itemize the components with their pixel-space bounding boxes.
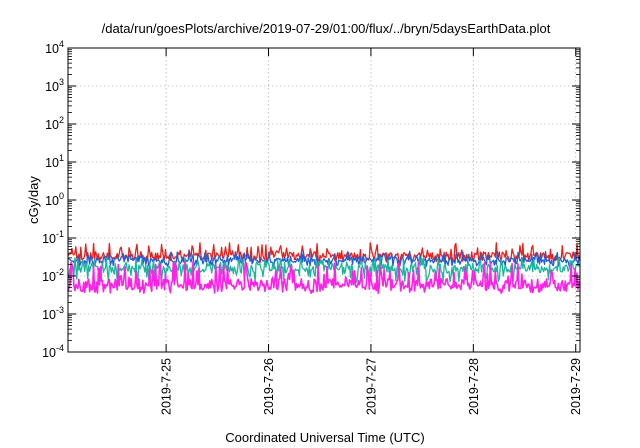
chart-title: /data/run/goesPlots/archive/2019-07-29/0… bbox=[102, 21, 551, 36]
series-line-1 bbox=[67, 242, 581, 264]
y-tick-label: 101 bbox=[45, 153, 64, 170]
y-tick-label: 10-3 bbox=[42, 305, 64, 322]
y-tick-label: 100 bbox=[45, 191, 64, 208]
x-tick-label: 2019-7-29 bbox=[569, 358, 583, 415]
y-axis-label: cGy/day bbox=[26, 176, 41, 224]
y-tick-label: 10-1 bbox=[42, 229, 64, 246]
y-tick-label: 103 bbox=[45, 77, 64, 94]
x-tick-label: 2019-7-25 bbox=[160, 358, 174, 415]
y-tick-label: 10-2 bbox=[42, 267, 64, 284]
x-tick-label: 2019-7-26 bbox=[262, 358, 276, 415]
y-tick-label: 102 bbox=[45, 115, 64, 132]
y-tick-label: 10-4 bbox=[42, 343, 64, 360]
series-layer bbox=[67, 242, 581, 295]
y-tick-labels: 10-4 10-3 10-2 10-1 100 101 102 103 104 bbox=[42, 39, 64, 360]
x-tick-labels: 2019-7-25 2019-7-26 2019-7-27 2019-7-28 2019… bbox=[160, 358, 584, 415]
x-tick-label: 2019-7-28 bbox=[467, 358, 481, 415]
x-tick-label: 2019-7-27 bbox=[364, 358, 378, 415]
series-line-4 bbox=[67, 260, 581, 295]
series-line-3 bbox=[67, 257, 581, 283]
plot-frame bbox=[67, 47, 581, 353]
y-tick-label: 104 bbox=[45, 39, 64, 56]
x-axis-label: Coordinated Universal Time (UTC) bbox=[225, 430, 424, 445]
